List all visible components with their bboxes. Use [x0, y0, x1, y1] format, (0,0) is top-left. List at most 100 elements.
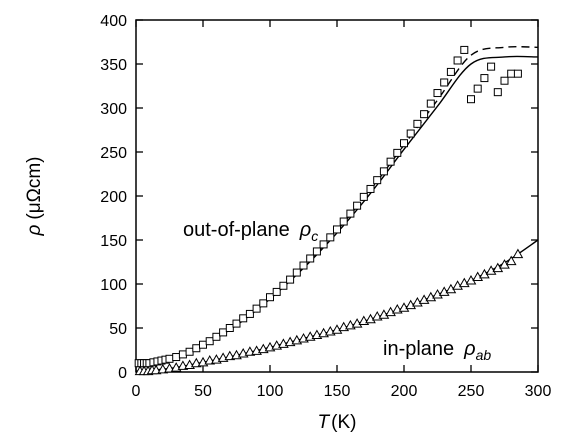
- y-tick-label: 400: [100, 13, 127, 30]
- square-marker: [333, 225, 341, 234]
- square-marker: [259, 299, 268, 308]
- square-marker: [393, 148, 402, 157]
- fit-line-dashed-1: [135, 45, 539, 364]
- square-marker: [426, 99, 435, 108]
- triangle-marker: [365, 313, 376, 324]
- triangle-marker: [505, 255, 517, 266]
- square-marker: [299, 261, 308, 270]
- annotation-out-of-plane: out-of-plane ρc: [183, 219, 318, 244]
- triangle-marker: [472, 271, 484, 281]
- square-marker: [292, 268, 301, 277]
- x-tick-labels: 0 50 100 150 200 250 300: [132, 383, 552, 400]
- y-tick-labels: 0 50 100 150 200 250 300 350 400: [100, 13, 127, 382]
- square-marker: [446, 67, 455, 76]
- square-marker: [386, 157, 395, 166]
- x-tick-label: 250: [458, 383, 485, 400]
- square-marker: [460, 45, 469, 54]
- triangle-marker: [432, 289, 443, 299]
- square-marker: [279, 281, 288, 290]
- plot-frame: [135, 19, 539, 373]
- square-marker: [467, 95, 475, 104]
- y-tick-label: 100: [100, 277, 127, 294]
- triangle-marker: [412, 296, 423, 307]
- data-markers: [134, 45, 524, 376]
- triangle-marker: [150, 364, 162, 375]
- square-marker: [219, 328, 228, 337]
- square-marker: [266, 293, 274, 302]
- square-marker: [205, 337, 214, 346]
- x-axis-title: T (K): [318, 412, 357, 433]
- triangle-marker: [512, 248, 524, 259]
- y-tick-label: 0: [118, 365, 127, 382]
- square-marker: [493, 88, 502, 97]
- triangle-marker: [418, 294, 430, 304]
- square-marker: [487, 62, 496, 71]
- triangle-marker: [224, 350, 236, 361]
- square-marker: [225, 324, 234, 332]
- y-tick-label: 50: [109, 321, 127, 338]
- x-tick-label: 150: [324, 383, 351, 400]
- square-marker: [306, 254, 315, 263]
- y-tick-label: 350: [100, 57, 127, 74]
- square-marker: [212, 332, 221, 341]
- y-tick-label: 300: [100, 101, 127, 118]
- triangle-marker: [405, 299, 417, 310]
- triangle-marker: [425, 291, 437, 302]
- square-marker: [400, 139, 408, 148]
- square-marker: [165, 354, 174, 363]
- triangle-marker: [204, 355, 216, 365]
- x-tick-label: 300: [525, 383, 552, 400]
- square-marker: [413, 119, 422, 128]
- square-marker: [473, 84, 482, 93]
- fit-lines: [135, 45, 539, 372]
- square-marker: [346, 209, 355, 218]
- square-marker: [433, 89, 442, 98]
- triangle-marker: [190, 357, 202, 368]
- triangle-marker: [157, 363, 169, 374]
- square-marker: [286, 275, 295, 284]
- square-marker: [192, 344, 201, 353]
- x-tick-label: 0: [132, 383, 141, 400]
- square-marker: [379, 167, 388, 176]
- square-marker: [172, 353, 181, 362]
- square-marker: [480, 74, 489, 83]
- square-marker: [252, 304, 261, 313]
- y-axis-title: ρ(μΩcm): [24, 156, 45, 236]
- triangle-marker: [452, 280, 463, 290]
- square-marker: [326, 233, 335, 242]
- triangle-marker: [244, 346, 256, 356]
- square-marker: [185, 347, 194, 356]
- square-marker: [359, 192, 368, 201]
- square-marker: [245, 309, 254, 318]
- fit-line-solid-0: [135, 55, 539, 365]
- square-marker: [406, 129, 415, 138]
- y-tick-label: 200: [100, 189, 127, 206]
- x-tick-label: 50: [194, 383, 212, 400]
- triangle-marker: [177, 360, 189, 370]
- annotation-in-plane: in-plane ρab: [383, 338, 491, 363]
- square-marker: [178, 350, 187, 359]
- triangle-marker: [458, 277, 470, 288]
- square-marker: [232, 319, 241, 328]
- square-marker: [500, 76, 509, 85]
- axis-ticks: [135, 19, 539, 373]
- triangle-marker: [164, 362, 175, 373]
- x-tick-label: 100: [257, 383, 284, 400]
- square-marker: [353, 201, 362, 210]
- triangle-marker: [378, 309, 390, 319]
- square-marker: [513, 69, 522, 78]
- square-marker: [453, 56, 462, 65]
- triangle-marker: [351, 318, 363, 328]
- triangle-marker: [331, 324, 343, 334]
- square-marker: [507, 69, 516, 78]
- square-marker: [420, 110, 429, 119]
- square-marker: [319, 240, 328, 249]
- triangle-marker: [485, 265, 497, 275]
- y-tick-label: 250: [100, 145, 127, 162]
- square-marker: [199, 340, 207, 349]
- square-marker: [366, 184, 375, 193]
- square-marker: [239, 314, 248, 323]
- x-tick-label: 200: [391, 383, 418, 400]
- y-tick-label: 150: [100, 233, 127, 250]
- square-marker: [339, 217, 348, 226]
